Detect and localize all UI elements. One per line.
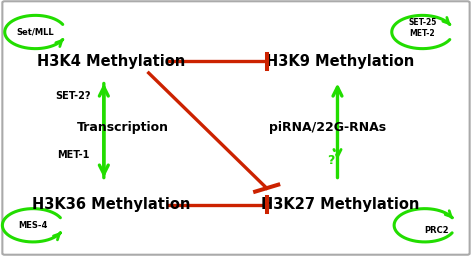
Text: MES-4: MES-4 [18, 221, 48, 230]
Text: Transcription: Transcription [77, 122, 169, 134]
Text: SET-25
MET-2: SET-25 MET-2 [408, 18, 437, 38]
Text: PRC2: PRC2 [424, 226, 449, 235]
Text: Set/MLL: Set/MLL [17, 27, 54, 37]
Text: H3K36 Methylation: H3K36 Methylation [32, 197, 190, 212]
Text: H3K4 Methylation: H3K4 Methylation [37, 54, 185, 69]
Text: ?: ? [327, 154, 334, 166]
Text: H3K27 Methylation: H3K27 Methylation [261, 197, 419, 212]
Text: SET-2?: SET-2? [55, 91, 91, 101]
Text: H3K9 Methylation: H3K9 Methylation [266, 54, 414, 69]
Text: MET-1: MET-1 [57, 150, 89, 160]
Text: piRNA/22G-RNAs: piRNA/22G-RNAs [270, 122, 387, 134]
